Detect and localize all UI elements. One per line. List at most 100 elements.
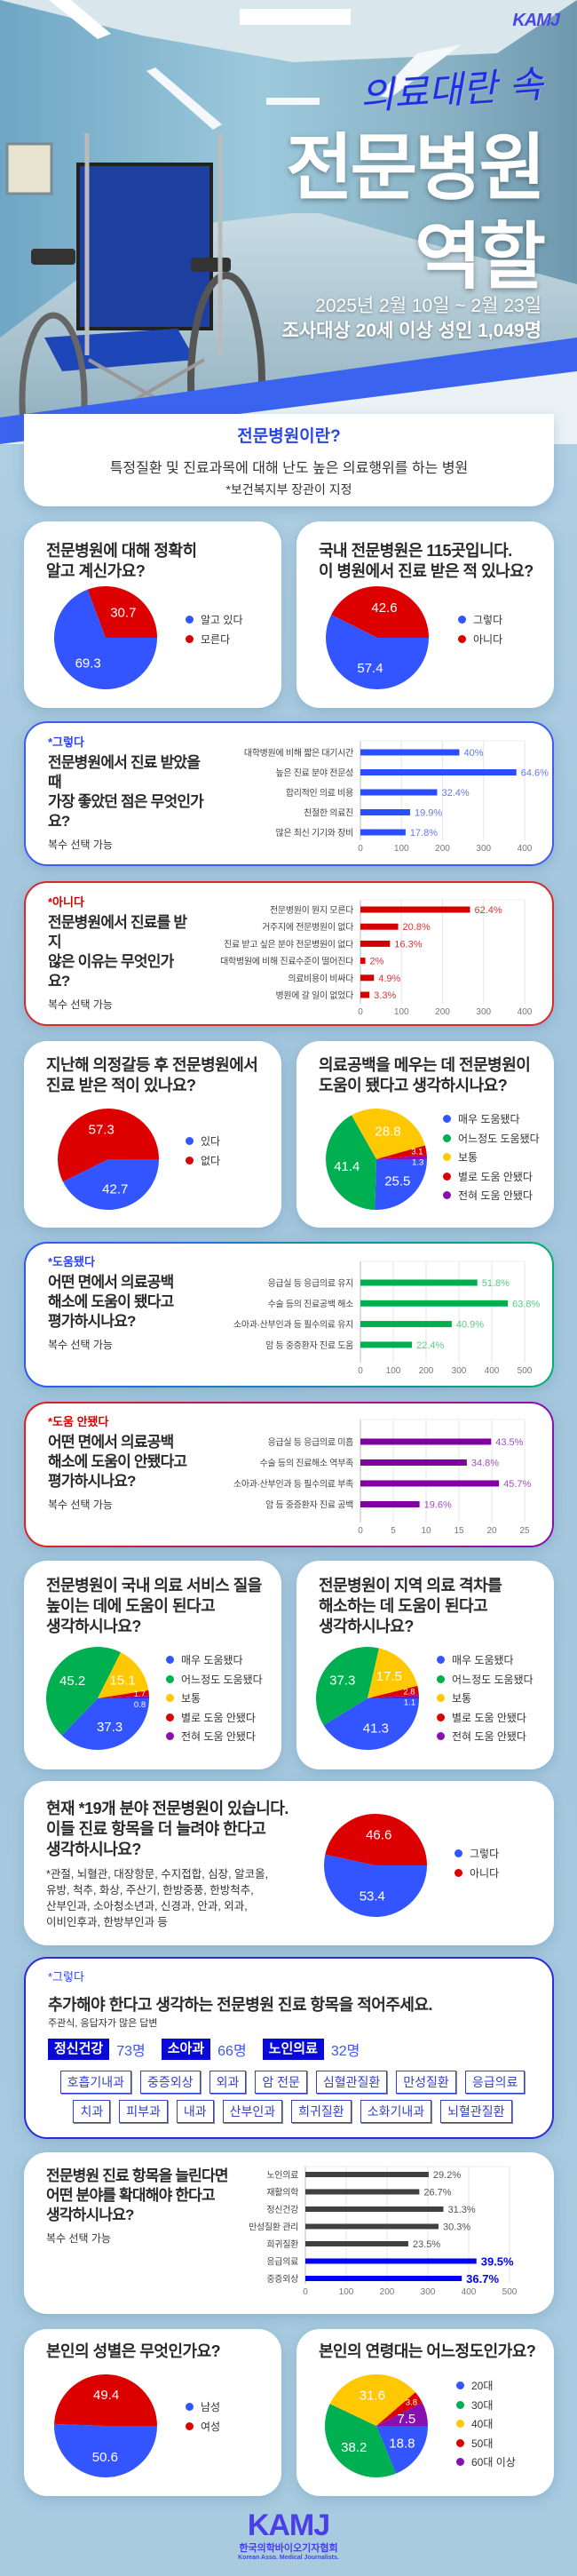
question-block: 전문병원 진료 항목을 늘린다면 어떤 분야를 확대해야 한다고 생각하시나요?… bbox=[46, 2167, 229, 2246]
pie-slice bbox=[98, 1652, 149, 1698]
legend-label: 매우 도움됐다 bbox=[458, 1113, 520, 1126]
pie-card-helpful: 의료공백을 메우는 데 전문병원이 도움이 됐다고 생각하시나요? 25.5 41… bbox=[296, 1041, 554, 1228]
legend-item: 그렇다 bbox=[454, 1844, 499, 1864]
legend-label: 보통 bbox=[458, 1151, 478, 1165]
intro-heading: 전문병원이란? bbox=[237, 427, 341, 446]
pie-slice bbox=[352, 1109, 425, 1159]
legend-label: 남성 bbox=[201, 2401, 221, 2414]
footer-logo: KAMJ 한국의학바이오기자협회 Korean Asso. Medical Jo… bbox=[222, 2510, 355, 2561]
x-tick-label: 400 bbox=[462, 2287, 477, 2297]
top-answer-pill: 정신건강 bbox=[48, 2039, 110, 2060]
header-title-line1: 전문병원 bbox=[286, 128, 546, 209]
legend-swatch bbox=[454, 1849, 462, 1858]
legend-label: 어느정도 도움됐다 bbox=[452, 1673, 534, 1686]
bar-value-label: 4.9% bbox=[378, 974, 400, 984]
answer-tag: 피부과 bbox=[119, 2100, 168, 2123]
header-title-line2: 역할 bbox=[415, 217, 546, 298]
bar bbox=[360, 789, 438, 796]
bar-value-label: 19.9% bbox=[415, 808, 442, 819]
bar bbox=[360, 1279, 478, 1286]
legend-item: 보통 bbox=[443, 1148, 540, 1167]
pie-slice bbox=[376, 1145, 427, 1159]
pie-slice bbox=[98, 1696, 149, 1698]
legend-item: 아니다 bbox=[458, 630, 502, 649]
legend-item: 어느정도 도움됐다 bbox=[437, 1670, 534, 1690]
pie-slice bbox=[98, 1690, 149, 1698]
pie-slice-label: 17.5 bbox=[376, 1669, 402, 1684]
x-tick-label: 100 bbox=[394, 1007, 409, 1017]
pie-chart-expand-fields: 53.4 46.6 bbox=[323, 1814, 427, 1917]
category-label: 거주지에 전문병원이 없다 bbox=[262, 921, 353, 933]
bar bbox=[360, 1501, 420, 1507]
bar-value-label: 23.5% bbox=[413, 2239, 440, 2250]
footer-org-ko: 한국의학바이오기자협회 bbox=[239, 2543, 338, 2554]
legend-item: 60대 이상 bbox=[456, 2453, 516, 2472]
pie-chart-age: 18.8 38.2 31.6 3.8 7.5 bbox=[325, 2374, 428, 2477]
question-title: 전문병원에 대해 정확히 알고 계신가요? bbox=[46, 542, 197, 580]
pie-card-gender: 본인의 성별은 무엇인가요? 50.6 49.4 남성 여성 bbox=[24, 2329, 281, 2496]
legend-label: 그렇다 bbox=[470, 1848, 500, 1861]
tag-yes: *그렇다 bbox=[48, 1970, 84, 1984]
bar bbox=[305, 2258, 477, 2264]
top-answer-count: 73명 bbox=[116, 2044, 146, 2059]
pie-slice-label: 30.7 bbox=[110, 605, 136, 620]
pie-slice-label: 37.3 bbox=[329, 1674, 355, 1689]
x-tick-label: 200 bbox=[435, 844, 450, 854]
category-label: 응급실 등 응급의료 유지 bbox=[268, 1278, 353, 1289]
x-tick-label: 100 bbox=[386, 1366, 401, 1376]
pie-slice-label: 41.4 bbox=[334, 1159, 360, 1174]
legend-item: 보통 bbox=[437, 1689, 534, 1708]
answer-tag: 중증외상 bbox=[140, 2071, 201, 2094]
legend-label: 아니다 bbox=[470, 1866, 500, 1880]
legend-label: 60대 이상 bbox=[471, 2456, 516, 2469]
pie-slice bbox=[368, 1694, 419, 1698]
question-block: *도움 안됐다 어떤 면에서 의료공백 해소에 도움이 안됐다고 평가하시나요?… bbox=[48, 1414, 203, 1512]
pie-slice bbox=[46, 1647, 122, 1736]
bar-card-expand-areas: 0 100 200 300 400 500 노인의료 29.2% 재활의학 26.7% 정신건강 31… bbox=[24, 2152, 554, 2314]
legend-item: 없다 bbox=[186, 1151, 220, 1171]
question-subtitle: 주관식, 응답자가 많은 답변 bbox=[48, 2018, 158, 2029]
legend-label: 전혀 도움 안됐다 bbox=[452, 1730, 526, 1744]
question-title: 전문병원 진료 항목을 늘린다면 어떤 분야를 확대해야 한다고 생각하시나요? bbox=[46, 2167, 229, 2223]
bar-value-label: 16.3% bbox=[394, 939, 422, 950]
bar bbox=[360, 1300, 509, 1307]
bar-value-label: 3.3% bbox=[374, 990, 396, 1001]
bar-value-label: 40.9% bbox=[456, 1320, 484, 1331]
x-tick-label: 0 bbox=[358, 844, 363, 854]
bar-value-label: 39.5% bbox=[481, 2255, 514, 2269]
bar bbox=[360, 923, 399, 930]
legend-swatch bbox=[437, 1656, 445, 1665]
pie-slice-label: 1.7 bbox=[134, 1690, 146, 1699]
legend-label: 그렇다 bbox=[473, 614, 503, 627]
bar bbox=[360, 991, 370, 998]
question-block: *도움됐다 어떤 면에서 의료공백 해소에 도움이 됐다고 평가하시나요? 복수… bbox=[48, 1254, 203, 1352]
category-label: 전문병원이 뭔지 모른다 bbox=[270, 904, 353, 916]
question-title: 의료공백을 메우는 데 전문병원이 도움이 됐다고 생각하시나요? bbox=[319, 1056, 531, 1094]
other-answers: 호흡기내과 중증외상 외과 암 전문 심혈관질환 만성질환 응급의료치과 피부과 내과 산부인과 희… bbox=[42, 2071, 543, 2129]
bar-value-label: 43.5% bbox=[495, 1437, 523, 1448]
pie-chart-visited: 57.4 42.6 bbox=[326, 586, 429, 689]
category-label: 수술 등의 진료공백 해소 bbox=[268, 1298, 354, 1309]
bar-value-label: 63.8% bbox=[512, 1299, 540, 1309]
pie-slice-label: 7.5 bbox=[397, 2412, 415, 2427]
legend-item: 아니다 bbox=[454, 1864, 499, 1883]
bar bbox=[360, 1321, 452, 1328]
question-title: 국내 전문병원은 115곳입니다. 이 병원에서 진료 받은 적 있나요? bbox=[319, 542, 534, 580]
pie-slice-label: 42.6 bbox=[371, 600, 397, 616]
question-title: 추가해야 한다고 생각하는 전문병원 진료 항목을 적어주세요. bbox=[48, 1996, 433, 2014]
legend-swatch bbox=[443, 1133, 451, 1142]
x-tick-label: 5 bbox=[391, 1526, 396, 1536]
bar bbox=[360, 906, 470, 913]
question-title: 어떤 면에서 의료공백 해소에 도움이 안됐다고 평가하시나요? bbox=[48, 1434, 187, 1490]
legend: 매우 도움됐다 어느정도 도움됐다 보통 별로 도움 안됐다 전혀 도움 안됐다 bbox=[166, 1650, 263, 1746]
x-tick-label: 300 bbox=[476, 1007, 491, 1017]
x-tick-label: 25 bbox=[519, 1526, 530, 1536]
hero-banner: KAMJ 의료대란 속 전문병원 역할 2025년 2월 10일 ~ 2월 23… bbox=[0, 0, 577, 444]
pie-chart-know: 69.3 30.7 bbox=[54, 586, 157, 689]
legend-item: 매우 도움됐다 bbox=[437, 1650, 534, 1670]
bar bbox=[305, 2223, 439, 2230]
legend-swatch bbox=[456, 2420, 464, 2429]
bar-value-label: 30.3% bbox=[443, 2222, 470, 2233]
pie-slice bbox=[58, 1109, 159, 1182]
